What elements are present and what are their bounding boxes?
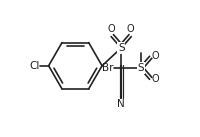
Text: O: O: [108, 24, 116, 34]
Text: O: O: [152, 51, 160, 61]
Text: S: S: [138, 63, 144, 73]
Text: Br: Br: [102, 63, 113, 73]
Text: N: N: [117, 99, 125, 109]
Text: O: O: [127, 24, 135, 34]
Text: O: O: [152, 75, 160, 84]
Text: Cl: Cl: [29, 61, 39, 71]
Text: S: S: [118, 43, 125, 53]
